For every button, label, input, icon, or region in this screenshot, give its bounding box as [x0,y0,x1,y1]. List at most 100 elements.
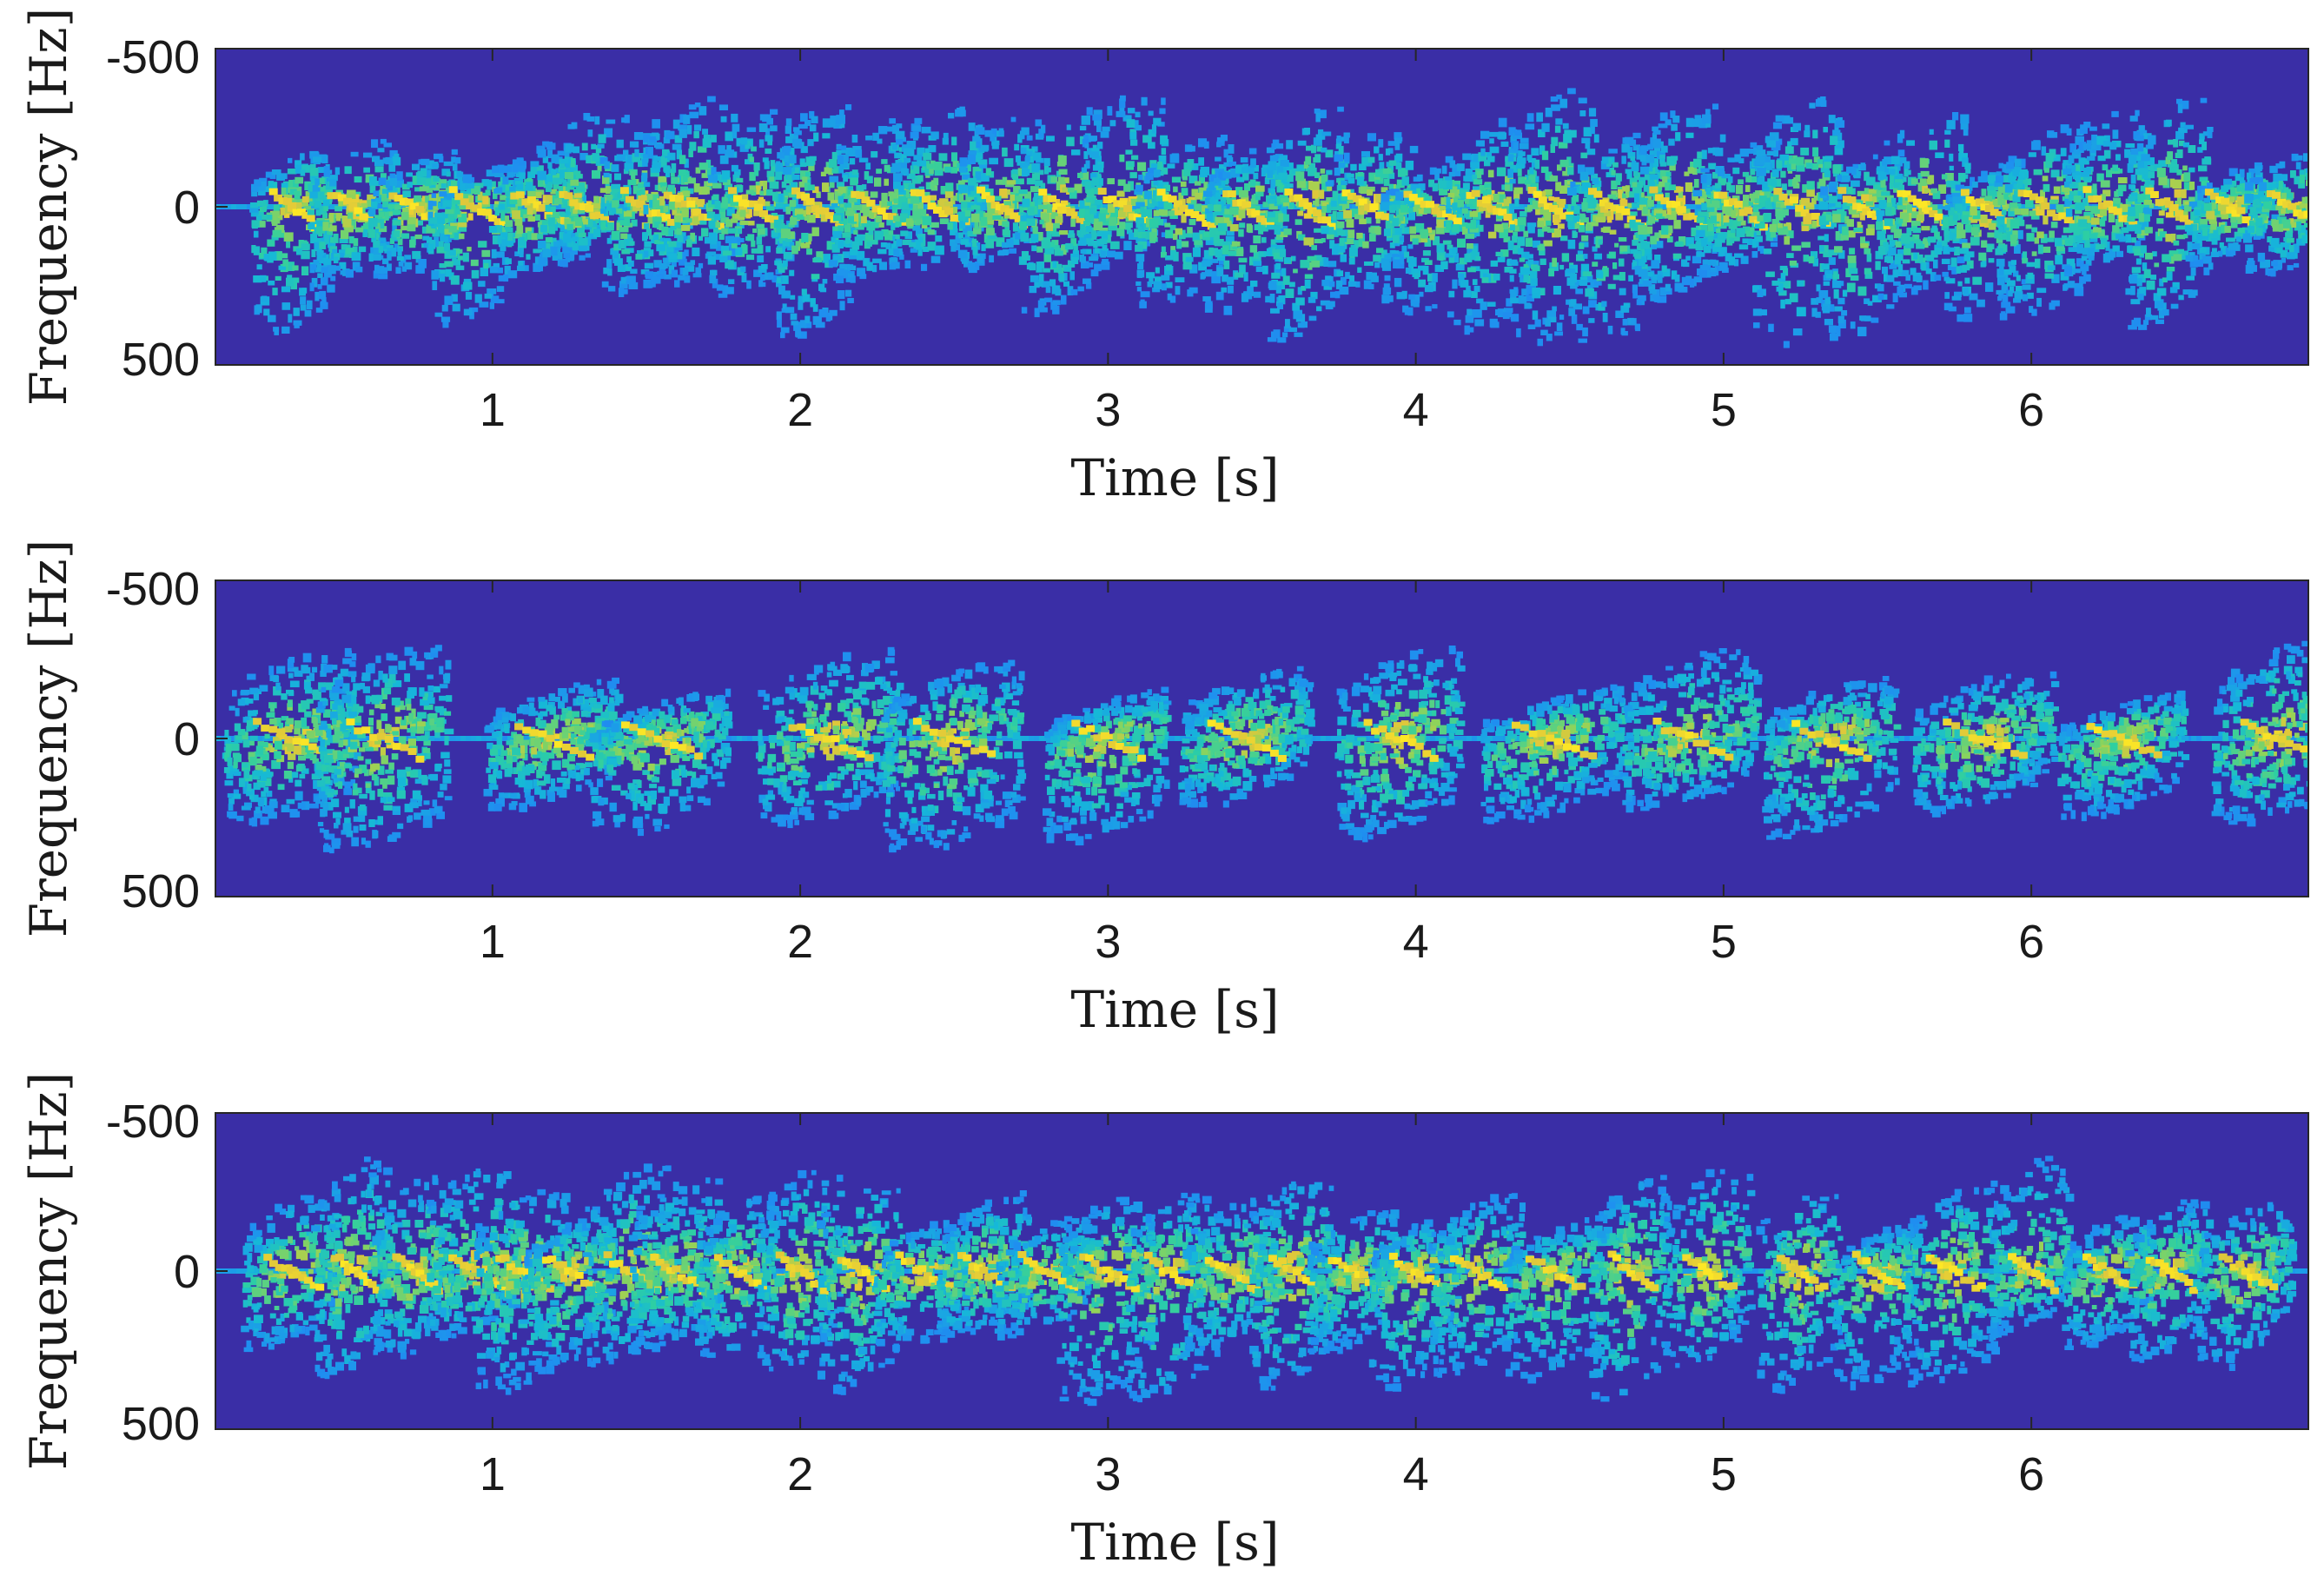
burst-cell [1424,238,1432,247]
burst-cell [663,205,669,213]
burst-cell [898,185,904,193]
burst-core-cell [882,212,891,220]
burst-cell [1314,154,1321,163]
burst-cell [335,213,341,222]
burst-cell [1261,167,1268,177]
burst-cell [606,202,615,211]
burst-cell [1268,201,1278,210]
burst-cell [857,250,865,261]
burst-cell [693,131,699,139]
burst-cell [682,235,692,241]
burst-cell [1429,234,1435,241]
burst-cell [1081,167,1087,173]
burst-cell [272,288,278,295]
burst-cell [1270,195,1278,202]
burst-cell [906,173,916,180]
burst-cell [1141,212,1146,217]
burst-cell [1170,246,1175,251]
burst-cell [1309,237,1314,247]
burst-cell [687,177,696,184]
burst-cell [709,275,717,284]
burst-cell [692,216,700,225]
burst-cell [470,259,479,267]
burst-cell [761,264,768,269]
burst-cell [1336,270,1344,276]
burst-cell [603,172,610,178]
burst-cell [786,170,792,181]
burst-cell [1393,228,1402,237]
burst-core-cell [765,215,773,222]
burst-cell [1247,166,1255,175]
burst-core-cell [1014,215,1023,222]
burst-cell [828,159,838,169]
burst-cell [322,254,329,262]
burst-cell [815,211,824,218]
burst-cell [310,234,318,244]
burst-cell [672,143,682,150]
carrier-line-cell [1941,204,1946,209]
burst-cell [1401,245,1407,255]
burst-cell [526,207,533,215]
heatmap-area [215,49,2308,365]
burst-cell [329,236,334,244]
burst-cell [695,267,701,276]
burst-cell [1238,228,1244,237]
burst-cell [619,209,626,220]
burst-cell [843,175,848,182]
burst-cell [862,184,867,190]
burst-cell [1391,204,1396,211]
burst-cell [765,206,775,211]
burst-cell [1228,161,1236,166]
burst-cell [791,174,800,181]
burst-cell [327,284,335,293]
burst-cell [1387,148,1394,154]
burst-cell [268,181,275,190]
burst-cell [849,227,857,235]
burst-cell [839,123,845,129]
burst-cell [1250,205,1261,212]
burst-cell [504,224,512,230]
burst-cell [1052,288,1060,294]
burst-cell [766,170,775,178]
burst-cell [398,262,404,267]
burst-cell [646,194,653,202]
burst-cell [1216,140,1225,146]
burst-core-cell [866,199,876,207]
burst-cell [716,245,724,251]
burst-cell [1378,139,1384,148]
burst-cell [1219,164,1227,171]
burst-cell [839,109,844,116]
burst-core-cell [1380,213,1390,221]
burst-cell [392,223,397,233]
burst-cell [771,230,778,237]
burst-cell [881,200,888,207]
burst-cell [580,215,586,222]
burst-cell [373,248,382,258]
burst-cell [625,264,632,272]
burst-cell [1153,209,1160,216]
burst-cell [967,262,976,270]
burst-cell [448,226,457,233]
burst-cell [725,287,734,295]
burst-cell [382,201,389,208]
burst-cell [1083,278,1091,284]
burst-cell [921,126,931,134]
burst-cell [1318,129,1324,136]
burst-cell [798,331,807,339]
burst-cell [1117,179,1126,186]
burst-cell [427,211,434,221]
carrier-line-cell [956,204,961,209]
burst-cell [801,288,807,295]
burst-cell [674,245,682,251]
burst-cell [725,149,735,158]
burst-cell [316,177,325,184]
burst-core-cell [533,201,542,209]
burst-cell [699,235,703,242]
burst-cell [676,228,682,235]
burst-cell [1061,295,1067,305]
burst-cell [1264,177,1270,184]
burst-cell [668,253,677,260]
burst-cell [261,295,268,302]
burst-cell [955,109,963,117]
burst-cell [547,182,553,189]
